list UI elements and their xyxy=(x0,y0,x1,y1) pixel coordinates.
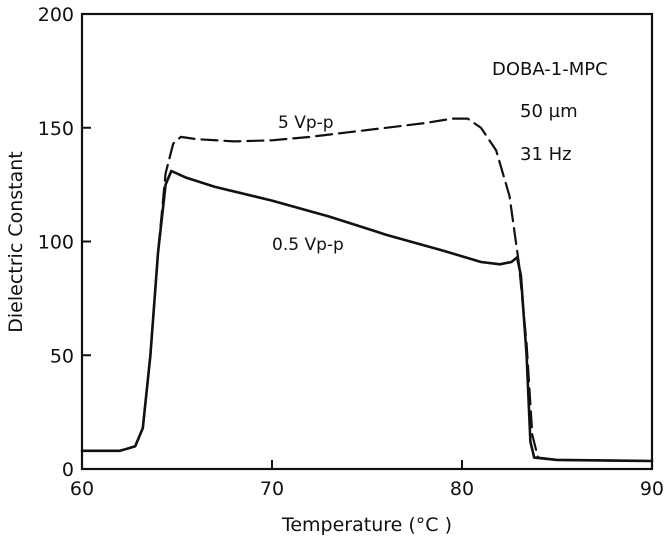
series-label-05vpp: 0.5 Vp-p xyxy=(272,235,344,255)
x-tick-label: 60 xyxy=(70,478,94,500)
y-tick-label: 100 xyxy=(38,232,74,254)
plot-frame xyxy=(80,12,654,471)
x-tick-label: 80 xyxy=(450,478,474,500)
series-line-5vpp xyxy=(80,117,654,463)
y-tick-label: 50 xyxy=(50,345,74,367)
frequency-annotation: 31 Hz xyxy=(520,144,572,165)
series-line-05vpp xyxy=(80,169,654,463)
x-tick-label: 70 xyxy=(260,478,284,500)
series-label-5vpp: 5 Vp-p xyxy=(278,113,334,133)
x-axis-ticks: 60 70 80 90 xyxy=(70,460,664,500)
x-tick-label: 90 xyxy=(640,478,664,500)
thickness-annotation: 50 µm xyxy=(520,101,578,122)
y-tick-label: 150 xyxy=(38,118,74,140)
y-axis-ticks: 0 50 100 150 200 xyxy=(38,4,91,481)
x-axis-title: Temperature (°C ) xyxy=(281,514,452,536)
series-layer xyxy=(80,117,654,463)
sample-annotation: DOBA-1-MPC xyxy=(492,59,608,80)
y-tick-label: 200 xyxy=(38,4,74,26)
y-axis-title: Dielectric Constant xyxy=(5,151,27,332)
y-tick-label: 0 xyxy=(62,459,74,481)
